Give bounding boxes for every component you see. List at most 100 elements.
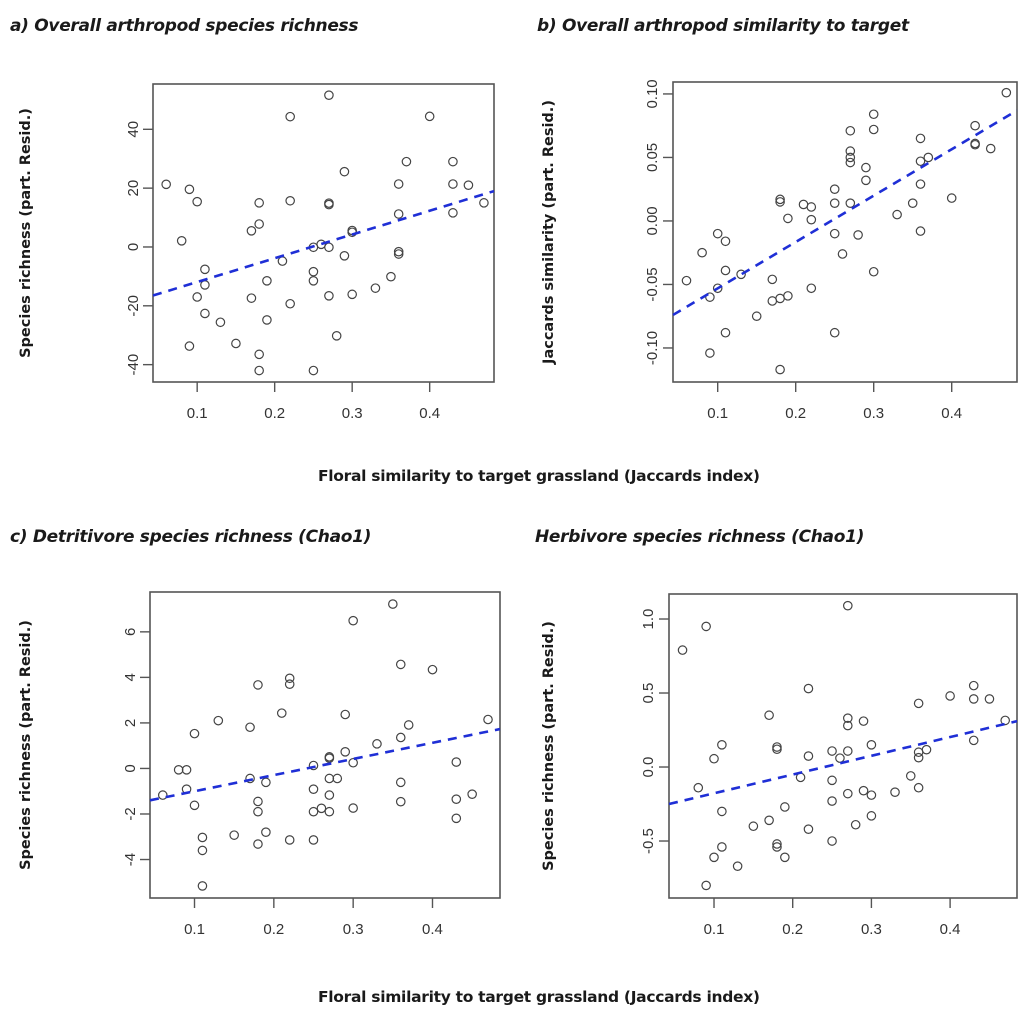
- data-point-b: [783, 213, 793, 224]
- panel-c-plot: 0.1 0.2 0.3 0.4 -4 -2 0 2 4 6 Species richness (pa…: [18, 591, 501, 938]
- data-point-b: [845, 157, 856, 168]
- data-point-c: [308, 760, 319, 771]
- data-point-b: [861, 162, 871, 173]
- data-point-c: [340, 709, 351, 720]
- y-tick-label-d: 1.0: [640, 609, 657, 630]
- data-point-a: [324, 199, 334, 210]
- shared-x-axis-label-top: Floral similarity to target grassland (J…: [318, 467, 760, 485]
- data-point-d: [843, 788, 853, 799]
- data-point-d: [709, 852, 719, 863]
- data-point-b: [837, 249, 848, 259]
- data-point-b: [806, 202, 817, 212]
- data-point-b: [892, 209, 902, 220]
- data-point-a: [176, 235, 187, 246]
- data-point-a: [479, 198, 489, 208]
- data-point-a: [200, 308, 210, 319]
- y-axis-label-c: Species richness (part. Resid.): [18, 620, 34, 870]
- data-point-b: [829, 228, 840, 239]
- regression-line-a: [152, 189, 495, 297]
- data-point-a: [254, 365, 264, 376]
- data-point-b: [915, 156, 926, 167]
- x-tick-label-b: 0.4: [941, 405, 962, 422]
- y-tick-label-b: -0.10: [644, 331, 661, 365]
- data-point-d: [968, 694, 979, 704]
- data-point-d: [921, 744, 932, 755]
- data-point-a: [331, 331, 342, 341]
- y-tick-label-a: -20: [125, 295, 142, 317]
- data-point-a: [262, 315, 272, 325]
- data-point-c: [253, 806, 263, 817]
- data-point-b: [915, 133, 926, 144]
- data-point-d: [843, 713, 853, 723]
- data-point-c: [324, 773, 335, 784]
- y-tick-label-d: 0.0: [640, 757, 657, 778]
- data-point-b: [775, 194, 785, 205]
- data-point-a: [200, 264, 210, 275]
- data-point-d: [693, 782, 704, 793]
- data-point-d: [701, 880, 711, 891]
- y-tick-label-a: 20: [125, 180, 142, 197]
- regression-line-c: [149, 727, 501, 802]
- data-point-b: [853, 230, 863, 240]
- data-point-d: [748, 821, 759, 832]
- data-point-d: [843, 746, 853, 756]
- data-point-b: [845, 198, 856, 208]
- data-point-d: [803, 683, 814, 694]
- y-axis-label-b: Jaccards similarity (part. Resid.): [541, 100, 557, 365]
- x-tick-label-c: 0.1: [184, 921, 205, 938]
- data-point-b: [915, 179, 926, 189]
- data-point-d: [717, 806, 727, 817]
- panel-d-title: Herbivore species richness (Chao1): [535, 527, 865, 547]
- plot-frame-b: [672, 81, 1018, 383]
- data-point-b: [751, 311, 762, 322]
- plot-frame-a: [152, 83, 495, 383]
- x-tick-label-a: 0.2: [264, 405, 285, 422]
- data-point-a: [324, 90, 334, 100]
- data-point-b: [720, 327, 731, 338]
- data-point-c: [467, 789, 477, 799]
- data-point-c: [332, 773, 343, 784]
- y-tick-label-b: 0.00: [644, 206, 661, 235]
- data-point-a: [324, 242, 334, 253]
- data-point-c: [395, 777, 406, 788]
- data-point-a: [324, 291, 334, 301]
- data-point-d: [803, 824, 814, 834]
- data-point-c: [284, 679, 295, 690]
- data-point-d: [780, 802, 790, 812]
- data-point-a: [184, 184, 195, 195]
- data-point-b: [1001, 87, 1012, 98]
- panel-c-title: c) Detritivore species richness (Chao1): [10, 527, 372, 547]
- data-point-c: [308, 835, 319, 845]
- data-point-b: [720, 265, 731, 276]
- data-point-c: [197, 881, 208, 891]
- data-point-c: [276, 708, 287, 718]
- data-point-b: [736, 269, 746, 280]
- data-point-d: [905, 771, 916, 781]
- data-point-a: [386, 271, 396, 282]
- data-point-c: [173, 765, 184, 775]
- data-point-a: [254, 349, 264, 360]
- data-point-c: [181, 765, 192, 775]
- data-point-b: [712, 228, 723, 239]
- data-point-a: [192, 196, 202, 207]
- data-point-a: [393, 249, 404, 259]
- data-point-d: [772, 842, 782, 852]
- y-tick-label-c: 0: [122, 764, 139, 772]
- y-tick-label-c: 6: [122, 628, 139, 636]
- data-point-d: [890, 787, 900, 797]
- data-point-b: [868, 266, 879, 277]
- y-tick-label-d: 0.5: [640, 683, 657, 704]
- plot-frame-d: [668, 593, 1018, 899]
- data-point-a: [200, 280, 210, 290]
- data-point-c: [451, 794, 462, 804]
- data-point-a: [393, 209, 404, 219]
- data-point-d: [858, 785, 869, 796]
- data-point-a: [448, 208, 458, 218]
- data-point-b: [829, 198, 840, 208]
- shared-x-axis-label-bottom: Floral similarity to target grassland (J…: [318, 988, 760, 1006]
- data-point-d: [866, 811, 877, 821]
- data-point-d: [866, 790, 877, 800]
- data-point-c: [316, 803, 327, 814]
- data-point-c: [395, 796, 406, 807]
- data-point-c: [308, 784, 319, 794]
